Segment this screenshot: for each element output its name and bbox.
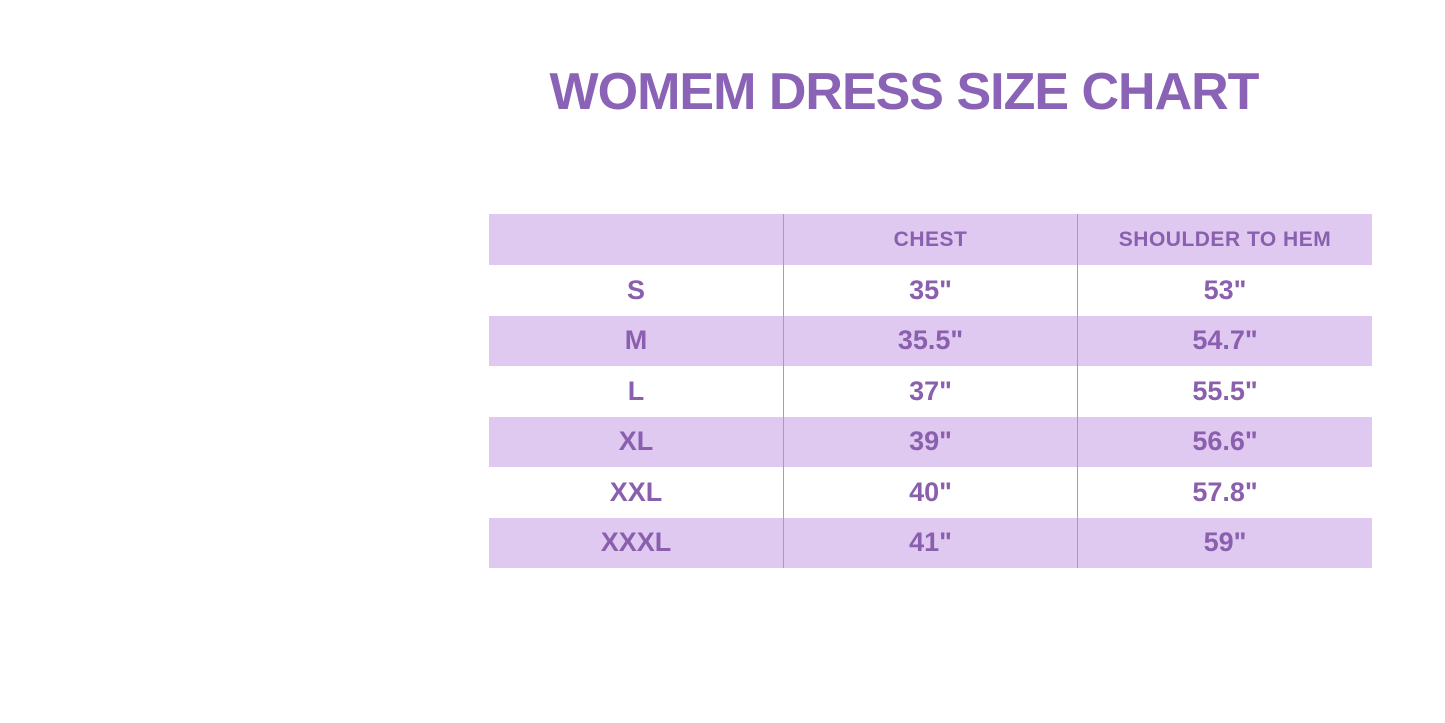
cell-size: M bbox=[624, 325, 648, 356]
header-chest: CHEST bbox=[783, 214, 1077, 265]
cell-chest: 35" bbox=[783, 265, 1077, 316]
cell-chest: 35.5" bbox=[783, 315, 1077, 366]
cell-size: XL bbox=[618, 426, 654, 457]
cell-chest: 40" bbox=[783, 467, 1077, 518]
header-size-blank bbox=[489, 214, 783, 265]
table-row-s: S 35" 53" bbox=[489, 265, 1372, 316]
table-row-l: L 37" 55.5" bbox=[489, 366, 1372, 417]
cell-shoulder-to-hem: 54.7" bbox=[1077, 315, 1372, 366]
cell-size: XXL bbox=[609, 476, 663, 507]
table-row-xxl: XXL 40" 57.8" bbox=[489, 467, 1372, 518]
table-row-xl: XL 39" 56.6" bbox=[489, 416, 1372, 467]
cell-size: XXXL bbox=[600, 527, 672, 558]
cell-shoulder-to-hem: 56.6" bbox=[1077, 416, 1372, 467]
cell-chest: 37" bbox=[783, 366, 1077, 417]
table-row-xxxl: XXXL 41" 59" bbox=[489, 517, 1372, 568]
cell-chest: 41" bbox=[783, 517, 1077, 568]
table-row-m: M 35.5" 54.7" bbox=[489, 315, 1372, 366]
cell-shoulder-to-hem: 53" bbox=[1077, 265, 1372, 316]
table-header-row: CHEST SHOULDER TO HEM bbox=[489, 214, 1372, 265]
size-chart-table: CHEST SHOULDER TO HEM S 35" 53" M 35.5" … bbox=[489, 214, 1372, 568]
page-title: WOMEM DRESS SIZE CHART bbox=[549, 63, 1260, 121]
cell-shoulder-to-hem: 59" bbox=[1077, 517, 1372, 568]
header-shoulder-to-hem: SHOULDER TO HEM bbox=[1077, 214, 1372, 265]
cell-size: S bbox=[626, 274, 645, 305]
cell-size: L bbox=[627, 375, 645, 406]
cell-shoulder-to-hem: 57.8" bbox=[1077, 467, 1372, 518]
cell-chest: 39" bbox=[783, 416, 1077, 467]
cell-shoulder-to-hem: 55.5" bbox=[1077, 366, 1372, 417]
